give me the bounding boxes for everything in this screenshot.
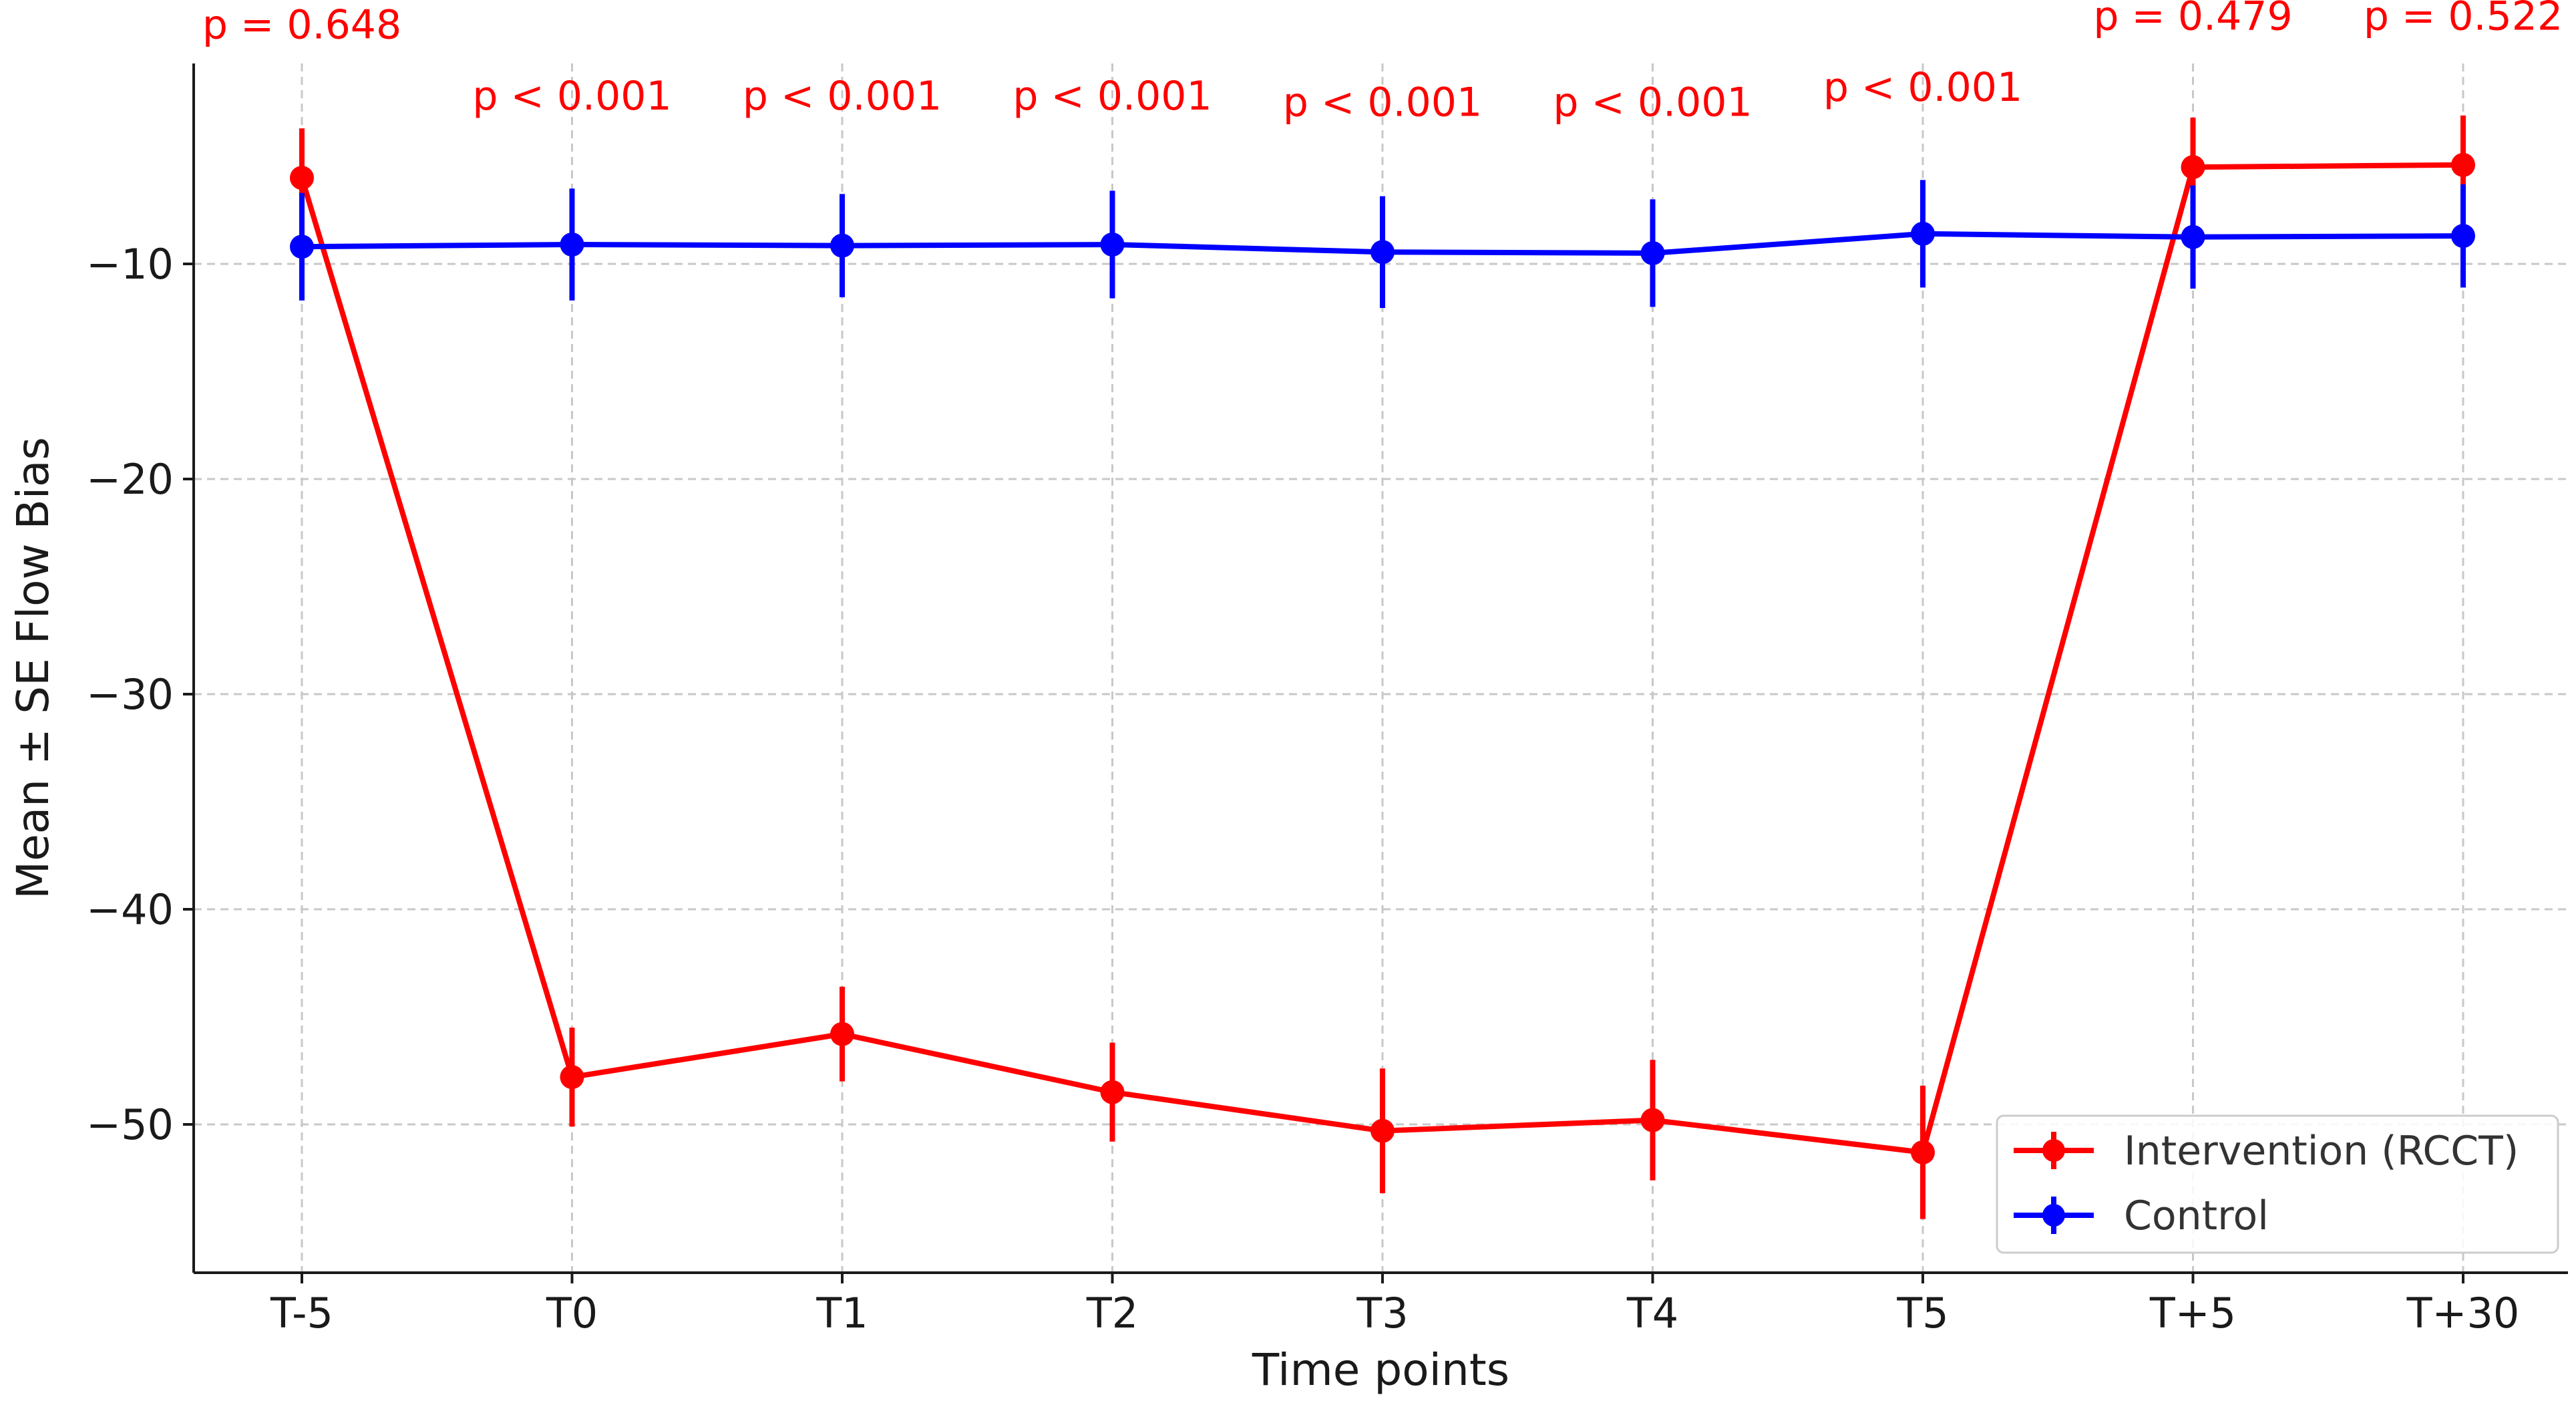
series-layer	[290, 115, 2475, 1219]
data-point	[560, 232, 584, 257]
y-tick-label: −20	[86, 455, 174, 504]
y-tick-label: −10	[86, 240, 174, 289]
data-point	[1640, 241, 1665, 265]
data-point	[1370, 240, 1395, 265]
p-value-annotation: p < 0.001	[743, 73, 942, 120]
data-point	[1640, 1108, 1665, 1132]
data-point	[2451, 152, 2475, 177]
x-tick-label: T4	[1626, 1289, 1678, 1338]
legend-box	[1996, 1114, 2559, 1254]
legend-swatch-marker	[2042, 1204, 2065, 1227]
y-tick-label: −30	[86, 670, 174, 719]
p-value-annotation: p < 0.001	[1553, 80, 1752, 126]
p-value-annotation: p = 0.522	[2364, 0, 2563, 40]
data-point	[1911, 1140, 1935, 1164]
x-tick-label: T+30	[2406, 1289, 2520, 1338]
x-tick-label: T+5	[2149, 1289, 2236, 1338]
p-value-annotation: p < 0.001	[1283, 80, 1482, 126]
x-tick-label: T3	[1356, 1289, 1408, 1338]
legend-swatch-marker	[2042, 1139, 2065, 1162]
data-point	[560, 1065, 584, 1090]
x-tick-label: T1	[815, 1289, 868, 1338]
y-tick-label: −50	[86, 1100, 174, 1149]
data-point	[2181, 224, 2205, 249]
data-point	[1370, 1118, 1395, 1143]
annotation-layer: p = 0.648 p < 0.001 p < 0.001 p < 0.001 p < …	[202, 0, 2563, 126]
data-point	[830, 233, 854, 258]
y-axis-title: Mean ± SE Flow Bias	[7, 437, 59, 899]
legend: Intervention (RCCT) Control	[1996, 1114, 2559, 1254]
legend-label: Control	[2124, 1193, 2269, 1239]
data-point	[290, 166, 314, 190]
data-point	[830, 1022, 854, 1046]
p-value-annotation: p < 0.001	[1013, 73, 1212, 120]
data-point	[2451, 224, 2475, 249]
x-tick-label: T-5	[270, 1289, 333, 1338]
data-point	[1911, 221, 1935, 246]
x-tick-label: T0	[546, 1289, 598, 1338]
x-axis-title: Time points	[1252, 1344, 1509, 1396]
legend-label: Intervention (RCCT)	[2124, 1128, 2519, 1175]
x-tick-label: T2	[1086, 1289, 1138, 1338]
data-point	[2181, 155, 2205, 180]
axes-layer: −10 −20 −30 −40 −50 T-5 T0 T1 T2 T3 T4 T5 T+5 T+30	[86, 63, 2568, 1338]
y-tick-label: −40	[86, 885, 174, 934]
p-value-annotation: p < 0.001	[1823, 64, 2022, 111]
p-value-annotation: p = 0.479	[2093, 0, 2292, 40]
data-point	[290, 235, 314, 259]
p-value-annotation: p = 0.648	[202, 2, 401, 49]
x-tick-label: T5	[1896, 1289, 1948, 1338]
data-point	[1100, 232, 1125, 257]
p-value-annotation: p < 0.001	[472, 73, 671, 120]
data-point	[1100, 1080, 1125, 1104]
